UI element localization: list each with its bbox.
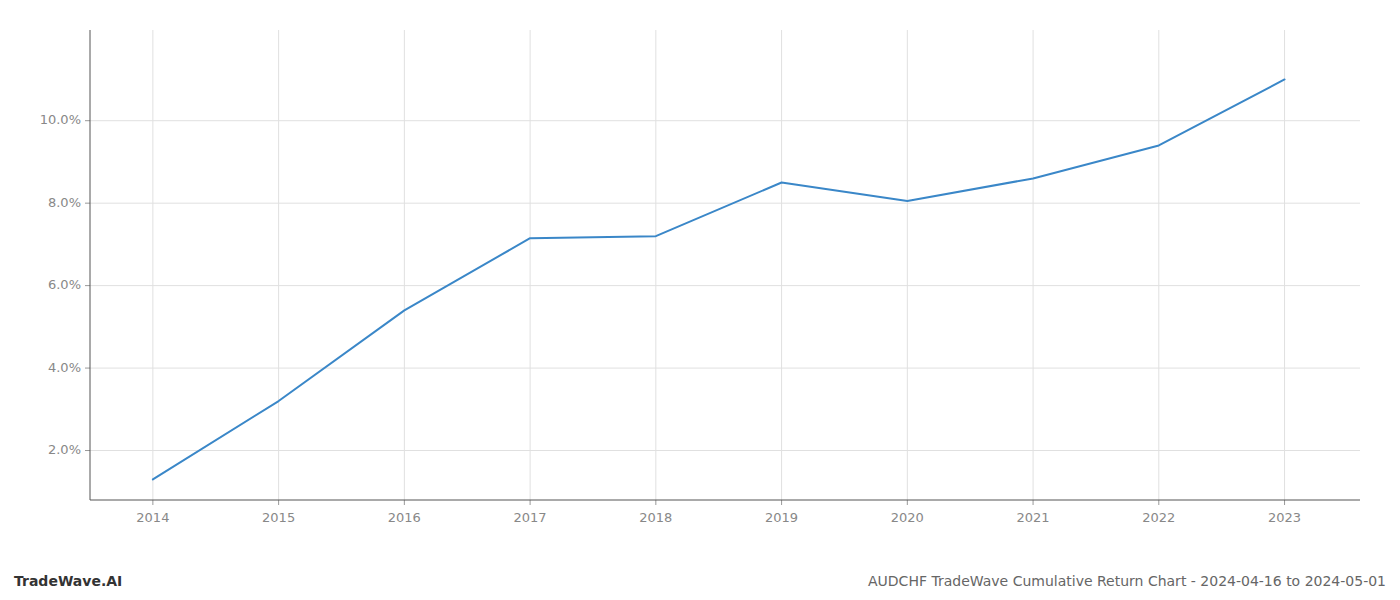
tick-x	[278, 500, 279, 505]
tick-y	[85, 450, 90, 451]
grid-line-x	[530, 30, 531, 500]
tick-x	[1158, 500, 1159, 505]
title: AUDCHF TradeWave Cumulative Return Chart…	[868, 573, 1386, 589]
tick-label-x: 2019	[765, 510, 798, 525]
tick-x	[907, 500, 908, 505]
plot-area	[153, 79, 1285, 479]
data-line	[153, 79, 1285, 479]
grid-line-y	[90, 368, 1360, 369]
grid-line-x	[404, 30, 405, 500]
tick-label-x: 2022	[1142, 510, 1175, 525]
tick-x	[781, 500, 782, 505]
tick-y	[85, 368, 90, 369]
tick-label-y: 10.0%	[40, 112, 81, 127]
grid-line-x	[655, 30, 656, 500]
grid-line-y	[90, 203, 1360, 204]
tick-label-x: 2015	[262, 510, 295, 525]
axis-line-x	[90, 500, 1360, 501]
grid-line-x	[907, 30, 908, 500]
tick-label-x: 2016	[388, 510, 421, 525]
grid	[90, 30, 1360, 500]
grid-line-x	[152, 30, 153, 500]
tick-label-y: 2.0%	[48, 442, 81, 457]
tick-label-y: 8.0%	[48, 195, 81, 210]
tick-y	[85, 285, 90, 286]
tick-label-x: 2023	[1268, 510, 1301, 525]
grid-line-y	[90, 120, 1360, 121]
tick-x	[152, 500, 153, 505]
tick-y	[85, 120, 90, 121]
tick-y	[85, 203, 90, 204]
tick-label-x: 2018	[639, 510, 672, 525]
axis-line-y	[90, 30, 91, 500]
grid-line-y	[90, 450, 1360, 451]
grid-line-x	[1284, 30, 1285, 500]
tick-x	[1033, 500, 1034, 505]
grid-line-x	[278, 30, 279, 500]
axes: 2.0% 4.0% 6.0% 8.0% 10.0% 2014 2015 2016 2017 201…	[40, 30, 1360, 525]
tick-label-y: 6.0%	[48, 277, 81, 292]
tick-x	[530, 500, 531, 505]
chart: 2.0% 4.0% 6.0% 8.0% 10.0% 2014 2015 2016 2017 201…	[0, 0, 1400, 600]
tick-label-y: 4.0%	[48, 360, 81, 375]
tick-label-x: 2021	[1017, 510, 1050, 525]
tick-x	[655, 500, 656, 505]
tick-label-x: 2017	[514, 510, 547, 525]
grid-line-x	[1158, 30, 1159, 500]
watermark: TradeWave.AI	[14, 573, 122, 589]
grid-line-x	[1033, 30, 1034, 500]
grid-line-x	[781, 30, 782, 500]
grid-line-y	[90, 285, 1360, 286]
tick-x	[1284, 500, 1285, 505]
footer: TradeWave.AI AUDCHF TradeWave Cumulative …	[14, 573, 1386, 589]
tick-label-x: 2014	[136, 510, 169, 525]
tick-x	[404, 500, 405, 505]
tick-label-x: 2020	[891, 510, 924, 525]
